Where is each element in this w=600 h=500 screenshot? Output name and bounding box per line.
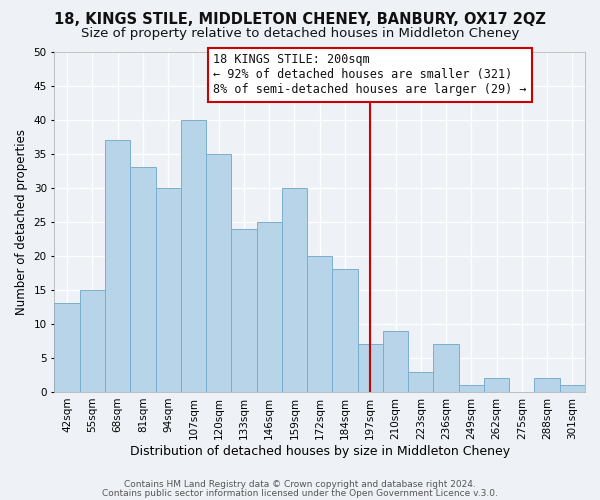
Text: Contains HM Land Registry data © Crown copyright and database right 2024.: Contains HM Land Registry data © Crown c… (124, 480, 476, 489)
Text: 18, KINGS STILE, MIDDLETON CHENEY, BANBURY, OX17 2QZ: 18, KINGS STILE, MIDDLETON CHENEY, BANBU… (54, 12, 546, 28)
Bar (155, 188, 181, 392)
Bar (282, 188, 307, 392)
Bar (484, 378, 509, 392)
Bar (458, 385, 484, 392)
Y-axis label: Number of detached properties: Number of detached properties (15, 128, 28, 314)
Bar (181, 120, 206, 392)
Bar (433, 344, 458, 392)
X-axis label: Distribution of detached houses by size in Middleton Cheney: Distribution of detached houses by size … (130, 444, 510, 458)
Bar (560, 385, 585, 392)
Bar (408, 372, 433, 392)
Text: 18 KINGS STILE: 200sqm
← 92% of detached houses are smaller (321)
8% of semi-det: 18 KINGS STILE: 200sqm ← 92% of detached… (214, 53, 527, 96)
Bar (55, 304, 80, 392)
Bar (332, 270, 358, 392)
Bar (105, 140, 130, 392)
Bar (535, 378, 560, 392)
Bar (383, 330, 408, 392)
Text: Contains public sector information licensed under the Open Government Licence v.: Contains public sector information licen… (102, 489, 498, 498)
Text: Size of property relative to detached houses in Middleton Cheney: Size of property relative to detached ho… (81, 28, 519, 40)
Bar (257, 222, 282, 392)
Bar (307, 256, 332, 392)
Bar (130, 168, 155, 392)
Bar (231, 228, 257, 392)
Bar (80, 290, 105, 392)
Bar (358, 344, 383, 392)
Bar (206, 154, 231, 392)
